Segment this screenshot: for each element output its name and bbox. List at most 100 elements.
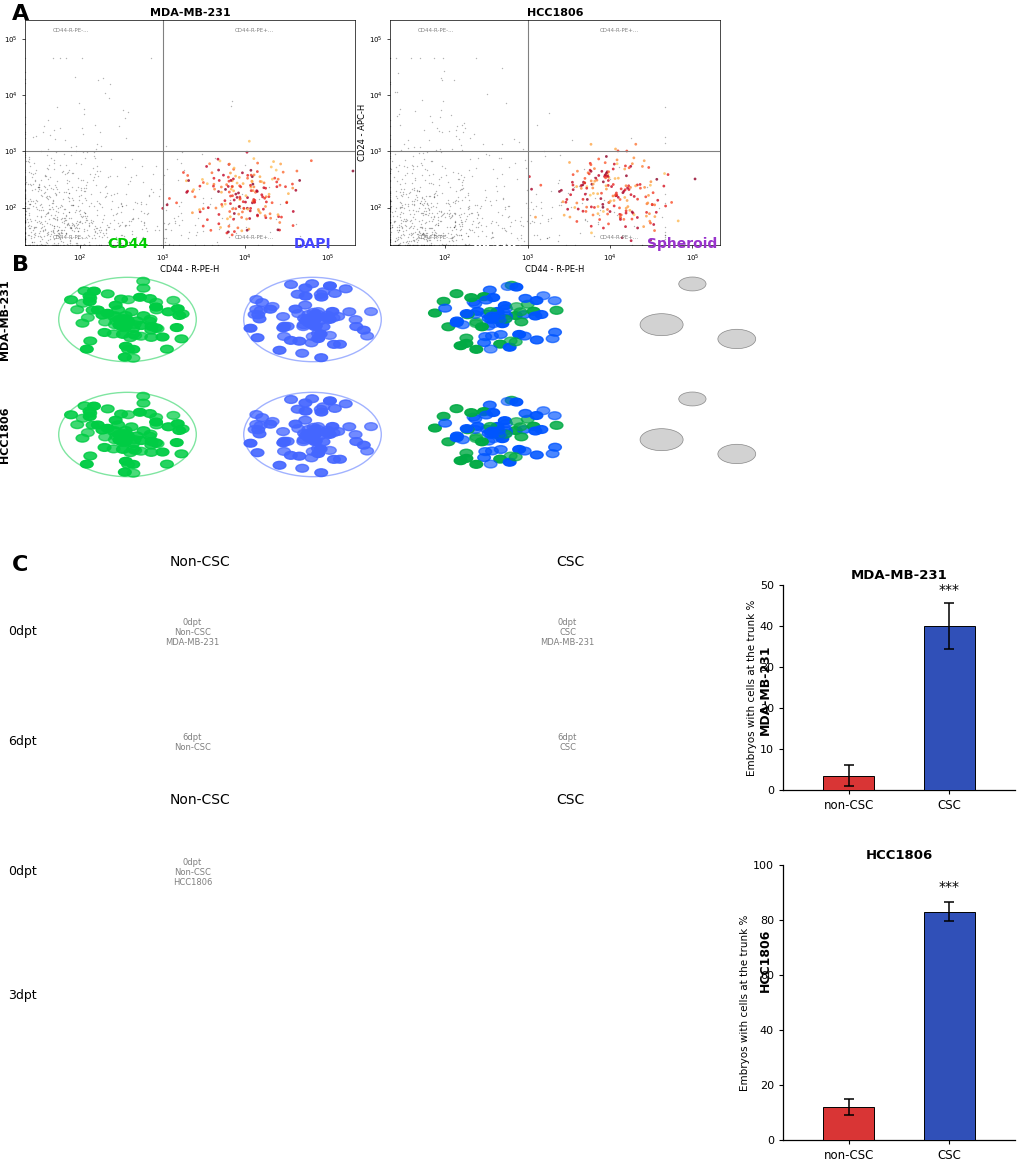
Point bbox=[493, 135, 510, 154]
Point bbox=[91, 194, 107, 213]
Point bbox=[17, 167, 34, 186]
Point bbox=[25, 192, 42, 211]
Point bbox=[433, 71, 449, 89]
Circle shape bbox=[306, 321, 319, 329]
Point bbox=[36, 235, 52, 254]
Point bbox=[31, 178, 47, 196]
Point bbox=[381, 213, 397, 232]
Point bbox=[39, 186, 55, 205]
Circle shape bbox=[115, 321, 127, 329]
Point bbox=[184, 203, 201, 222]
Point bbox=[287, 181, 304, 200]
Point bbox=[159, 193, 175, 212]
Point bbox=[132, 212, 149, 230]
Point bbox=[397, 216, 414, 235]
Point bbox=[49, 199, 65, 218]
Point bbox=[211, 219, 227, 238]
X-axis label: CD44 - R-PE-H: CD44 - R-PE-H bbox=[525, 266, 584, 274]
Circle shape bbox=[482, 429, 494, 437]
Point bbox=[595, 219, 611, 238]
Circle shape bbox=[498, 315, 512, 323]
Circle shape bbox=[483, 286, 495, 294]
Point bbox=[637, 187, 653, 206]
Point bbox=[41, 156, 57, 175]
Point bbox=[432, 100, 448, 119]
Point bbox=[552, 193, 569, 212]
Point bbox=[640, 158, 656, 176]
Circle shape bbox=[116, 446, 129, 453]
Circle shape bbox=[71, 421, 84, 428]
Point bbox=[618, 201, 634, 220]
Circle shape bbox=[126, 330, 140, 338]
Point bbox=[441, 235, 458, 254]
Point bbox=[37, 166, 53, 185]
Point bbox=[36, 227, 52, 246]
Point bbox=[46, 159, 62, 178]
Point bbox=[388, 235, 405, 254]
Text: C: C bbox=[12, 555, 29, 575]
Point bbox=[50, 235, 66, 254]
Circle shape bbox=[121, 316, 133, 325]
Point bbox=[407, 101, 423, 120]
Point bbox=[74, 235, 91, 254]
Point bbox=[71, 212, 88, 230]
Point bbox=[406, 195, 422, 214]
Point bbox=[258, 187, 274, 206]
Point bbox=[578, 212, 594, 230]
Point bbox=[406, 235, 422, 254]
Point bbox=[468, 195, 484, 214]
Point bbox=[403, 223, 419, 242]
Circle shape bbox=[250, 306, 262, 313]
Circle shape bbox=[292, 338, 306, 345]
Point bbox=[47, 129, 63, 148]
Point bbox=[388, 83, 405, 102]
Point bbox=[58, 216, 74, 235]
Point bbox=[405, 156, 421, 175]
Point bbox=[428, 214, 444, 233]
Circle shape bbox=[300, 316, 312, 325]
Point bbox=[482, 195, 498, 214]
Text: CSC: CSC bbox=[555, 555, 584, 569]
Circle shape bbox=[273, 347, 285, 354]
Point bbox=[393, 218, 410, 236]
Point bbox=[50, 234, 66, 253]
Point bbox=[78, 173, 95, 192]
Point bbox=[518, 181, 534, 200]
Text: Merge: Merge bbox=[472, 238, 522, 250]
Point bbox=[17, 186, 34, 205]
Point bbox=[43, 222, 59, 241]
Point bbox=[589, 213, 605, 232]
Point bbox=[17, 213, 34, 232]
Point bbox=[415, 149, 431, 168]
Circle shape bbox=[150, 414, 162, 421]
Point bbox=[407, 222, 423, 241]
Point bbox=[608, 206, 625, 225]
Point bbox=[557, 193, 574, 212]
Point bbox=[487, 176, 503, 195]
Point bbox=[574, 175, 590, 194]
Point bbox=[92, 194, 108, 213]
Point bbox=[409, 235, 425, 254]
Point bbox=[17, 74, 34, 93]
Y-axis label: CD24 - APC-H: CD24 - APC-H bbox=[0, 103, 2, 161]
Point bbox=[227, 200, 244, 219]
Point bbox=[418, 223, 434, 242]
Circle shape bbox=[118, 436, 130, 443]
Point bbox=[99, 183, 115, 202]
Circle shape bbox=[317, 403, 329, 410]
Point bbox=[156, 235, 172, 254]
Circle shape bbox=[133, 408, 146, 416]
Point bbox=[271, 175, 287, 194]
Point bbox=[92, 222, 108, 241]
Point bbox=[577, 202, 593, 221]
Point bbox=[406, 194, 422, 213]
Point bbox=[53, 221, 69, 240]
Point bbox=[17, 212, 34, 230]
Circle shape bbox=[170, 323, 182, 332]
Circle shape bbox=[313, 318, 325, 325]
Point bbox=[179, 166, 196, 185]
Point bbox=[655, 218, 672, 236]
Point bbox=[381, 188, 397, 207]
Point bbox=[381, 192, 397, 211]
Point bbox=[270, 206, 286, 225]
